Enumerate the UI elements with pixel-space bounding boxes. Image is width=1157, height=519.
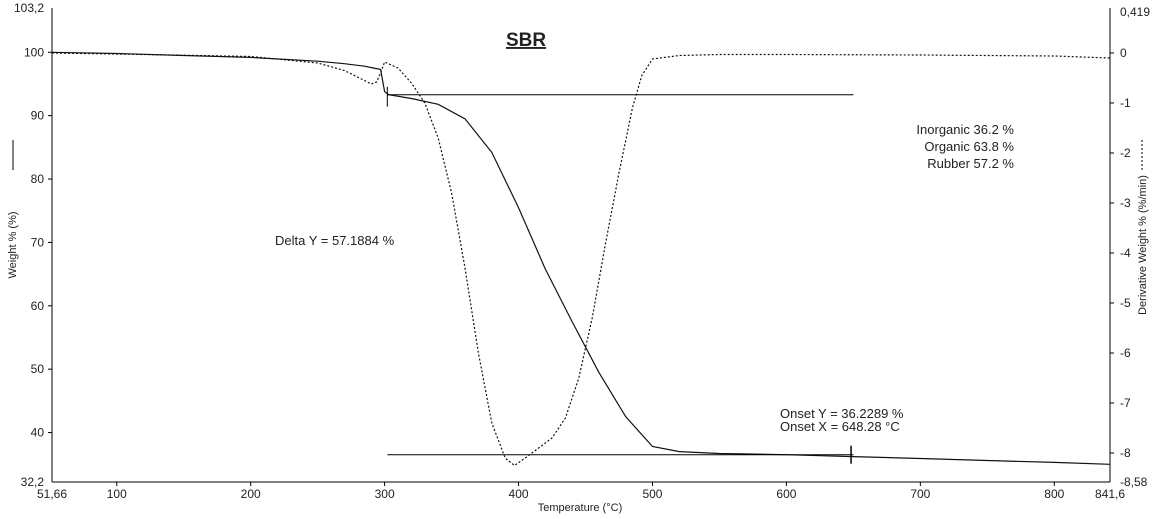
inorganic-label: Inorganic 36.2 % — [916, 122, 1014, 137]
y-tick-label: 50 — [31, 362, 45, 376]
y-tick-label: 90 — [31, 109, 45, 123]
y-tick-label-max: 103,2 — [14, 1, 44, 15]
y2-tick-label: -2 — [1120, 146, 1131, 160]
x-tick-label-max: 841,6 — [1095, 487, 1125, 501]
y-tick-label: 60 — [31, 299, 45, 313]
y-tick-label: 100 — [24, 45, 44, 59]
y2-tick-label: -4 — [1120, 246, 1131, 260]
weight-series-line — [51, 51, 1111, 465]
x-tick-label: 100 — [107, 487, 127, 501]
x-tick-label: 300 — [375, 487, 395, 501]
y-tick-label: 80 — [31, 172, 45, 186]
y2-tick-label: -8 — [1120, 446, 1131, 460]
x-axis-title: Temperature (°C) — [538, 502, 622, 514]
x-tick-label: 800 — [1044, 487, 1064, 501]
delta-y-label: Delta Y = 57.1884 % — [275, 233, 395, 248]
onset-y-label: Onset Y = 36.2289 % — [780, 406, 904, 421]
y2-axis-title: Derivative Weight % (%/min) — [1137, 175, 1149, 315]
onset-x-label: Onset X = 648.28 °C — [780, 419, 900, 434]
x-tick-label-min: 51,66 — [37, 487, 67, 501]
y2-tick-label: -3 — [1120, 196, 1131, 210]
y2-tick-label-max: 0,419 — [1120, 5, 1150, 19]
x-tick-label: 200 — [241, 487, 261, 501]
x-tick-label: 500 — [642, 487, 662, 501]
y-tick-group: 40 50 60 70 80 90 100 103,2 32,2 — [14, 1, 52, 489]
rubber-label: Rubber 57.2 % — [927, 156, 1014, 171]
y2-tick-label-min: -8,58 — [1120, 475, 1148, 489]
organic-label: Organic 63.8 % — [924, 139, 1014, 154]
y2-tick-label: -5 — [1120, 296, 1131, 310]
y2-tick-group: -8 -7 -6 -5 -4 -3 -2 -1 0 0,419 -8,58 — [1110, 5, 1150, 489]
y2-tick-label: -1 — [1120, 96, 1131, 110]
y-tick-label: 70 — [31, 235, 45, 249]
x-tick-label: 700 — [910, 487, 930, 501]
chart-title: SBR — [506, 30, 546, 51]
y2-tick-label: -6 — [1120, 346, 1131, 360]
derivative-series-line — [51, 52, 1111, 467]
y-tick-label-min: 32,2 — [21, 475, 45, 489]
y-tick-label: 40 — [31, 426, 45, 440]
y2-tick-label: -7 — [1120, 396, 1131, 410]
y2-tick-label: 0 — [1120, 46, 1127, 60]
x-tick-label: 400 — [509, 487, 529, 501]
x-tick-group: 100 200 300 400 500 600 700 800 51,66 841,6 — [37, 482, 1125, 501]
y-axis-title: Weight % (%) — [7, 211, 19, 278]
x-tick-label: 600 — [776, 487, 796, 501]
